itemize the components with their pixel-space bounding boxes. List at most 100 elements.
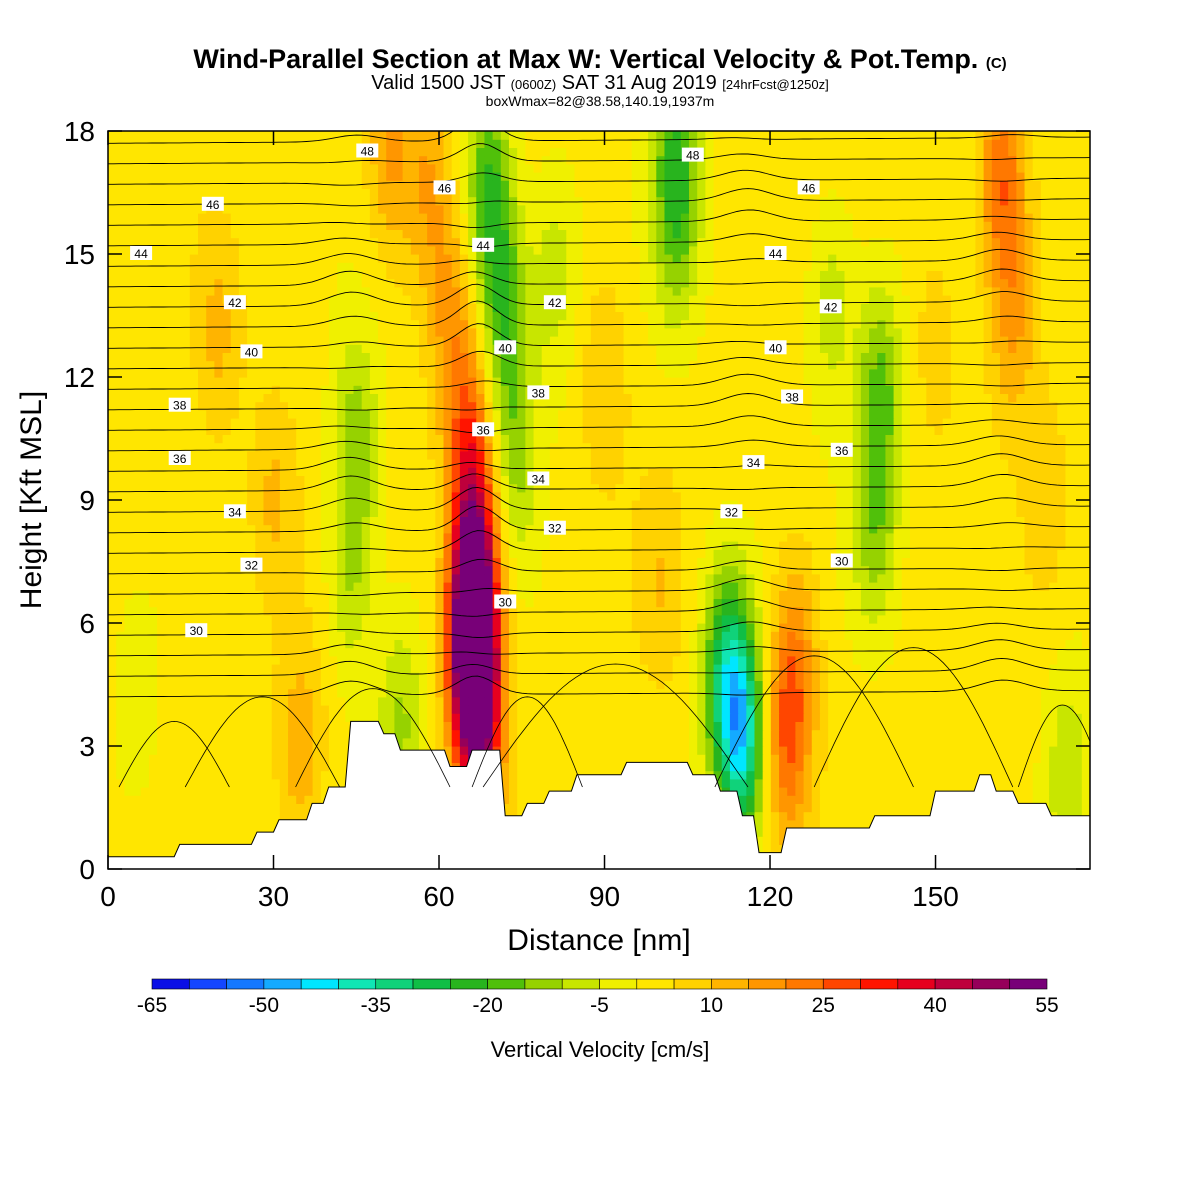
field-cell bbox=[877, 664, 887, 673]
field-cell bbox=[795, 721, 805, 731]
field-cell bbox=[238, 532, 248, 542]
field-cell bbox=[140, 524, 150, 534]
field-cell bbox=[1081, 696, 1090, 706]
field-cell bbox=[967, 631, 977, 640]
field-cell bbox=[713, 647, 723, 657]
field-cell bbox=[746, 762, 756, 772]
field-cell bbox=[132, 778, 142, 788]
field-cell bbox=[402, 713, 412, 722]
field-cell bbox=[214, 795, 224, 804]
field-cell bbox=[803, 811, 813, 821]
field-cell bbox=[689, 623, 698, 632]
field-cell bbox=[230, 549, 240, 558]
field-cell bbox=[819, 778, 829, 788]
field-cell bbox=[844, 713, 854, 722]
field-cell bbox=[279, 737, 289, 747]
field-cell bbox=[427, 639, 436, 649]
field-cell bbox=[1008, 549, 1017, 558]
field-cell bbox=[124, 795, 134, 804]
field-cell bbox=[975, 729, 985, 739]
field-cell bbox=[345, 713, 355, 722]
field-cell bbox=[549, 655, 559, 665]
field-cell bbox=[279, 754, 289, 763]
field-cell bbox=[615, 606, 625, 616]
field-cell bbox=[615, 737, 625, 747]
field-cell bbox=[1057, 795, 1067, 804]
field-cell bbox=[599, 532, 608, 542]
field-cell bbox=[631, 573, 641, 583]
field-cell bbox=[967, 721, 977, 731]
field-cell bbox=[599, 565, 608, 575]
field-cell bbox=[844, 729, 854, 739]
field-cell bbox=[394, 541, 404, 550]
field-cell bbox=[811, 582, 821, 591]
field-cell bbox=[811, 811, 821, 821]
field-cell bbox=[705, 598, 715, 608]
field-cell bbox=[721, 590, 731, 599]
field-cell bbox=[803, 688, 813, 698]
field-cell bbox=[157, 582, 166, 591]
field-cell bbox=[410, 729, 420, 739]
field-cell bbox=[108, 606, 117, 616]
field-cell bbox=[116, 639, 125, 649]
field-cell bbox=[934, 746, 944, 755]
field-cell bbox=[893, 614, 903, 624]
field-cell bbox=[844, 721, 854, 731]
field-cell bbox=[181, 672, 191, 681]
field-cell bbox=[836, 573, 846, 583]
field-cell bbox=[361, 565, 371, 575]
field-cell bbox=[386, 713, 396, 722]
field-cell bbox=[378, 532, 387, 542]
field-cell bbox=[729, 770, 739, 780]
field-cell bbox=[574, 606, 584, 616]
field-cell bbox=[860, 672, 870, 681]
field-cell bbox=[189, 811, 199, 821]
field-cell bbox=[1073, 770, 1083, 780]
field-cell bbox=[909, 770, 919, 780]
field-cell bbox=[656, 664, 666, 673]
field-cell bbox=[811, 803, 821, 813]
field-cell bbox=[991, 582, 1001, 591]
field-cell bbox=[574, 672, 584, 681]
field-cell bbox=[525, 778, 535, 788]
field-cell bbox=[1024, 754, 1034, 763]
field-cell bbox=[353, 532, 363, 542]
field-cell bbox=[320, 614, 330, 624]
field-cell bbox=[1040, 762, 1050, 772]
field-cell bbox=[893, 573, 903, 583]
field-cell bbox=[173, 836, 183, 845]
field-cell bbox=[255, 787, 265, 796]
field-cell bbox=[271, 672, 281, 681]
field-cell bbox=[893, 565, 903, 575]
field-cell bbox=[746, 655, 756, 665]
field-cell bbox=[116, 688, 125, 698]
field-cell bbox=[746, 672, 756, 681]
field-cell bbox=[1049, 541, 1058, 550]
field-cell bbox=[230, 729, 240, 739]
field-cell bbox=[574, 655, 584, 665]
field-cell bbox=[746, 664, 756, 673]
field-cell bbox=[443, 737, 453, 747]
field-cell bbox=[885, 532, 895, 542]
field-cell bbox=[402, 532, 412, 542]
field-cell bbox=[656, 598, 666, 608]
field-cell bbox=[607, 639, 616, 649]
field-cell bbox=[738, 557, 747, 567]
field-cell bbox=[1032, 598, 1042, 608]
field-cell bbox=[836, 598, 846, 608]
field-cell bbox=[836, 762, 846, 772]
field-cell bbox=[337, 680, 346, 690]
field-cell bbox=[173, 688, 183, 698]
field-cell bbox=[1057, 598, 1067, 608]
field-cell bbox=[852, 819, 862, 829]
field-cell bbox=[656, 631, 666, 640]
field-cell bbox=[255, 532, 265, 542]
field-cell bbox=[738, 795, 747, 804]
field-cell bbox=[869, 787, 878, 796]
field-cell bbox=[959, 639, 968, 649]
field-cell bbox=[959, 713, 968, 722]
field-cell bbox=[901, 590, 911, 599]
field-cell bbox=[418, 614, 428, 624]
field-cell bbox=[116, 795, 125, 804]
field-cell bbox=[238, 590, 248, 599]
